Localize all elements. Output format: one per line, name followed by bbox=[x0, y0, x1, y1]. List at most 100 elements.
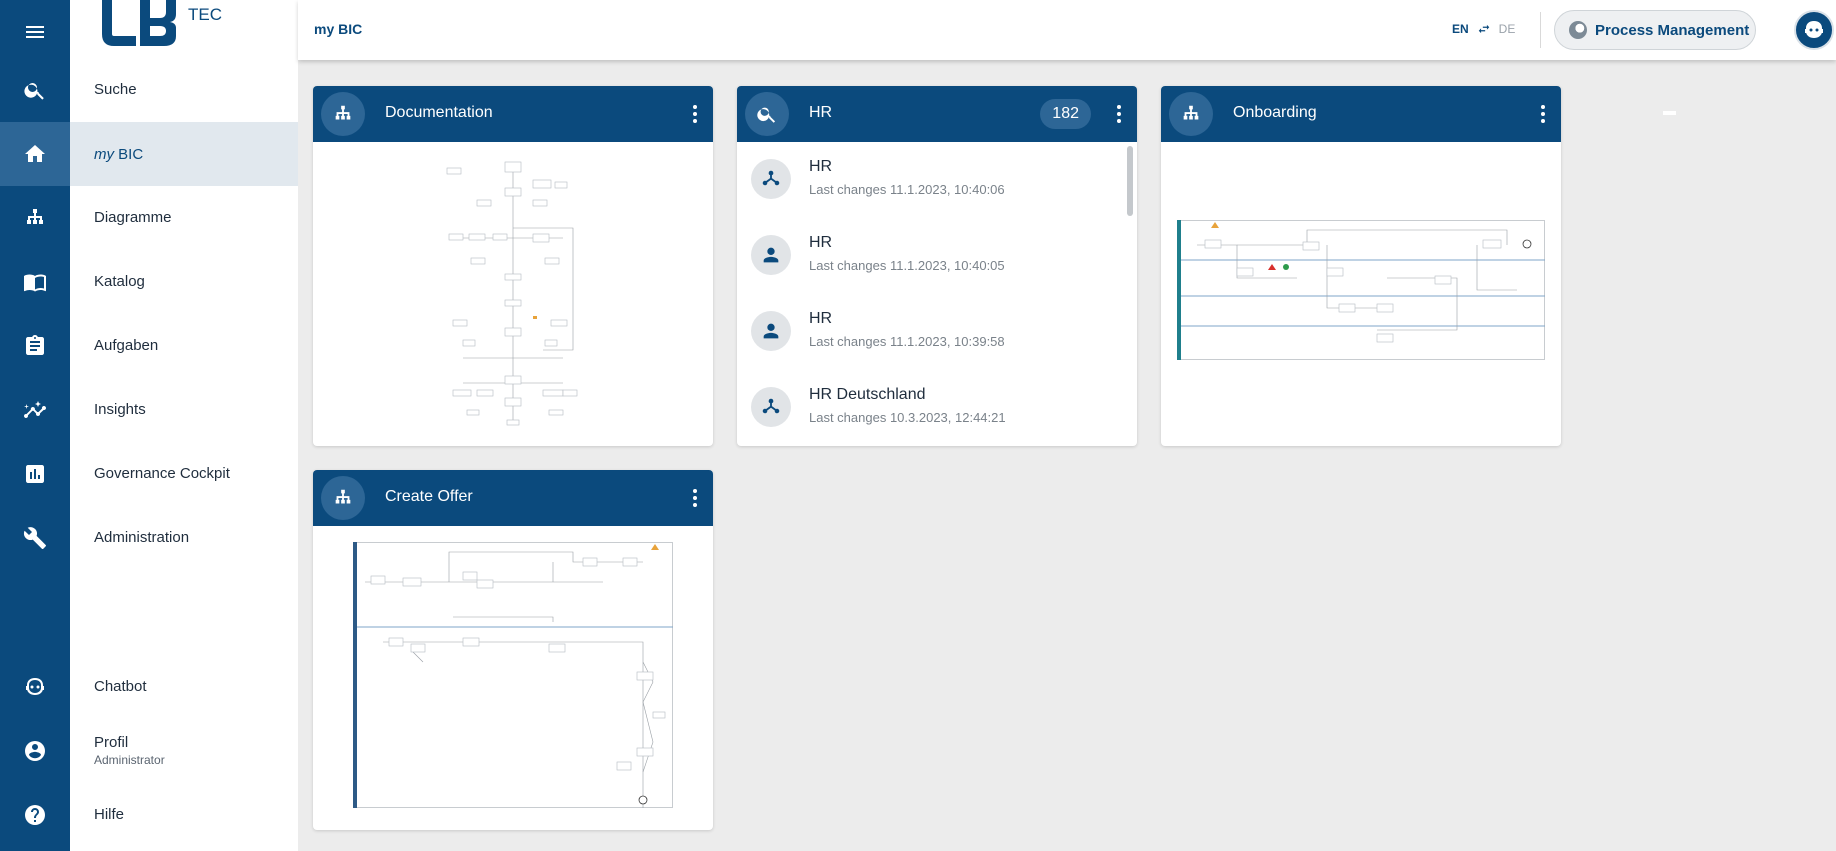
divider bbox=[1540, 12, 1541, 48]
rail-help-button[interactable] bbox=[0, 783, 70, 847]
stage-selector-button[interactable]: Process Management bbox=[1554, 10, 1756, 50]
more-options-icon[interactable] bbox=[1115, 102, 1123, 126]
widget-icon bbox=[745, 92, 789, 136]
robot-icon bbox=[1805, 21, 1823, 38]
rail-governance-button[interactable] bbox=[0, 442, 70, 506]
rail-catalog-button[interactable] bbox=[0, 250, 70, 314]
search-icon bbox=[24, 83, 44, 100]
widget-create-offer: Create Offer bbox=[313, 470, 713, 830]
diagram-icon bbox=[335, 105, 351, 120]
more-options-icon[interactable] bbox=[1539, 102, 1547, 126]
help-icon bbox=[25, 805, 45, 825]
diagram-icon bbox=[27, 209, 43, 224]
rail-diagrams-button[interactable] bbox=[0, 186, 70, 250]
widget-icon bbox=[1169, 92, 1213, 136]
diagram-thumbnail[interactable] bbox=[1177, 220, 1545, 360]
nav-item-label: Administration bbox=[94, 528, 190, 546]
tasks-icon bbox=[26, 335, 44, 355]
list-item-subtitle: Last changes 11.1.2023, 10:39:58 bbox=[809, 334, 1005, 349]
nav-item-label: Insights bbox=[94, 400, 146, 418]
list-item-subtitle: Last changes 10.3.2023, 12:44:21 bbox=[809, 410, 1006, 425]
wrench-icon bbox=[23, 527, 46, 549]
widget-hr-search: HR 182 HR Last changes 11.1.2023, 10:40:… bbox=[737, 86, 1137, 446]
widget-title: HR bbox=[809, 104, 833, 121]
rail-profile-button[interactable] bbox=[0, 719, 70, 783]
language-switch[interactable]: EN DE bbox=[1452, 22, 1515, 36]
rail-administration-button[interactable] bbox=[0, 506, 70, 570]
nav-item-insights[interactable]: Insights bbox=[70, 377, 298, 441]
list-item-icon bbox=[751, 235, 791, 275]
nav-item-label: Governance Cockpit bbox=[94, 464, 230, 482]
list-item-subtitle: Last changes 11.1.2023, 10:40:06 bbox=[809, 182, 1005, 197]
list-item[interactable]: HR Deutschland Last changes 10.3.2023, 1… bbox=[737, 370, 1127, 446]
nav-item-katalog[interactable]: Katalog bbox=[70, 249, 298, 313]
result-count-badge: 182 bbox=[1040, 99, 1091, 129]
list-item-title: HR bbox=[809, 310, 833, 327]
org-unit-icon bbox=[762, 170, 780, 186]
org-unit-icon bbox=[762, 398, 780, 414]
list-item-subtitle: Last changes 11.1.2023, 10:40:05 bbox=[809, 258, 1005, 273]
navigation-panel: TEC Suche my BIC Diagramme Katalog Aufga… bbox=[70, 0, 298, 851]
rail-tasks-button[interactable] bbox=[0, 314, 70, 378]
diagram-thumbnail[interactable] bbox=[353, 542, 673, 808]
catalog-icon bbox=[24, 274, 46, 292]
result-list: HR Last changes 11.1.2023, 10:40:06 HR L… bbox=[737, 142, 1137, 446]
list-item[interactable]: HR Last changes 11.1.2023, 10:39:58 bbox=[737, 294, 1127, 370]
nav-item-aufgaben[interactable]: Aufgaben bbox=[70, 313, 298, 377]
swap-icon bbox=[1478, 24, 1489, 34]
list-item-icon bbox=[751, 159, 791, 199]
rail-chatbot-button[interactable] bbox=[0, 655, 70, 719]
person-icon bbox=[763, 323, 779, 339]
diagram-icon bbox=[1183, 105, 1199, 120]
svg-text:TEC: TEC bbox=[188, 5, 222, 24]
nav-item-profil[interactable]: Profil Administrator bbox=[70, 718, 298, 782]
diagram-thumbnail[interactable] bbox=[433, 158, 593, 428]
widget-header: Documentation bbox=[313, 86, 713, 142]
language-de[interactable]: DE bbox=[1498, 22, 1516, 36]
list-item-icon bbox=[751, 387, 791, 427]
widget-icon bbox=[321, 476, 365, 520]
nav-item-label: Hilfe bbox=[94, 805, 125, 823]
scrollbar[interactable] bbox=[1127, 146, 1133, 216]
list-item[interactable]: HR Last changes 11.1.2023, 10:40:05 bbox=[737, 218, 1127, 294]
nav-item-label: Chatbot bbox=[94, 677, 147, 695]
nav-item-label: Suche bbox=[94, 80, 137, 98]
more-options-icon[interactable] bbox=[691, 102, 699, 126]
widget-title: Onboarding bbox=[1233, 104, 1317, 121]
menu-button[interactable] bbox=[0, 0, 70, 64]
nav-item-chatbot[interactable]: Chatbot bbox=[70, 654, 298, 718]
list-item[interactable]: HR Last changes 11.1.2023, 10:40:06 bbox=[737, 142, 1127, 218]
search-icon bbox=[757, 107, 776, 123]
rail-home-button[interactable] bbox=[0, 122, 70, 186]
widget-title: Create Offer bbox=[385, 488, 473, 505]
widget-onboarding: Onboarding bbox=[1161, 86, 1561, 446]
governance-icon bbox=[26, 465, 44, 483]
stage-icon bbox=[1569, 21, 1587, 39]
list-item-icon bbox=[751, 311, 791, 351]
home-icon bbox=[25, 145, 45, 162]
profile-icon bbox=[25, 741, 45, 761]
nav-item-label: Profil bbox=[94, 733, 129, 751]
widget-icon bbox=[321, 92, 365, 136]
logo: TEC bbox=[94, 0, 234, 52]
nav-item-sublabel: Administrator bbox=[94, 752, 165, 767]
nav-item-administration[interactable]: Administration bbox=[70, 505, 298, 569]
nav-item-governance-cockpit[interactable]: Governance Cockpit bbox=[70, 441, 298, 505]
nav-item-label: Katalog bbox=[94, 272, 145, 290]
chatbot-icon bbox=[26, 678, 44, 695]
nav-item-hilfe[interactable]: Hilfe bbox=[70, 782, 298, 846]
widget-header: Create Offer bbox=[313, 470, 713, 526]
list-item-title: HR Deutschland bbox=[809, 386, 926, 403]
widget-documentation: Documentation bbox=[313, 86, 713, 446]
list-item-title: HR bbox=[809, 158, 833, 175]
nav-item-my-bic[interactable]: my BIC bbox=[70, 122, 298, 186]
more-options-icon[interactable] bbox=[691, 486, 699, 510]
nav-item-diagramme[interactable]: Diagramme bbox=[70, 185, 298, 249]
placeholder-mark bbox=[1663, 111, 1676, 115]
rail-insights-button[interactable] bbox=[0, 378, 70, 442]
language-en[interactable]: EN bbox=[1452, 22, 1469, 36]
person-icon bbox=[763, 247, 779, 263]
rail-search-button[interactable] bbox=[0, 58, 70, 122]
assistant-avatar[interactable] bbox=[1794, 10, 1834, 50]
nav-item-suche[interactable]: Suche bbox=[70, 57, 298, 121]
